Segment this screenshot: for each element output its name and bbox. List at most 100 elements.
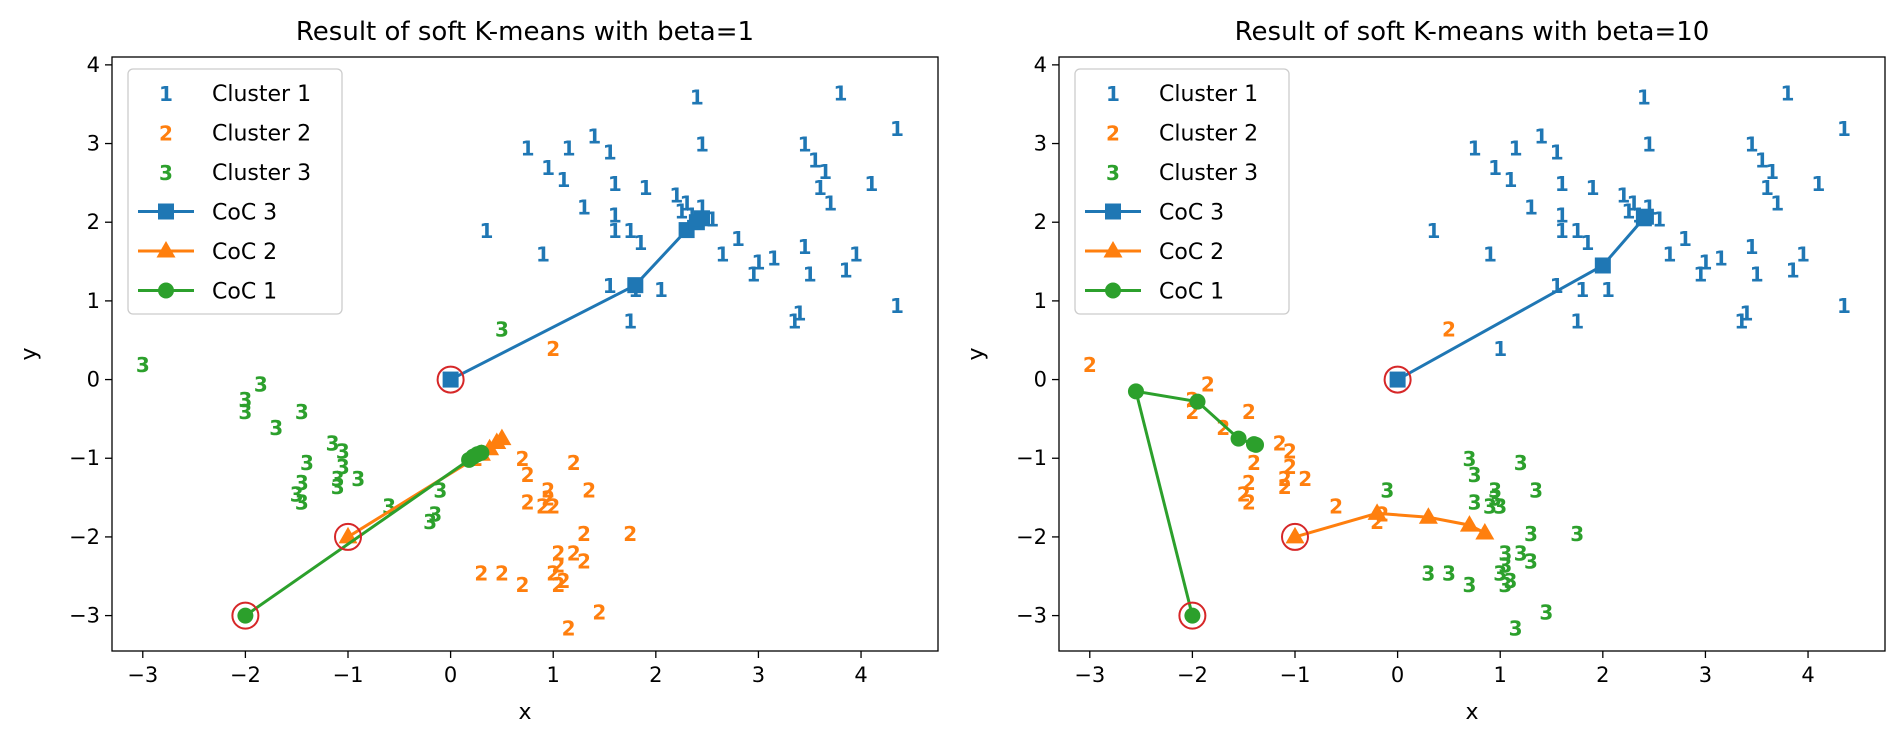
cluster-1-point: 1: [818, 160, 832, 184]
cluster-3-point: 3: [1483, 494, 1497, 518]
cluster-3-point: 3: [1462, 573, 1476, 597]
legend-label-cluster-2: Cluster 2: [1159, 122, 1258, 147]
cluster-1-point: 1: [1745, 133, 1759, 157]
cluster-1-point: 1: [623, 310, 637, 334]
x-tick-label: −2: [230, 663, 261, 687]
cluster-1-point: 1: [823, 192, 837, 216]
x-tick-label: −1: [333, 663, 364, 687]
cluster-1-point: 1: [731, 227, 745, 251]
coc-2-marker: [492, 428, 512, 446]
y-tick-label: 1: [87, 289, 100, 313]
cluster-2-point: 2: [546, 337, 560, 361]
cluster-1-point: 1: [813, 176, 827, 200]
y-tick-label: 3: [87, 132, 100, 156]
cluster-1-point: 1: [1652, 207, 1666, 231]
coc-2-marker: [1285, 526, 1305, 544]
cluster-1-point: 1: [1760, 176, 1774, 200]
legend-item-cluster-2: 2 Cluster 2: [159, 122, 311, 147]
legend-label-coc-1: CoC 1: [212, 280, 277, 305]
x-tick-label: 0: [1391, 663, 1404, 687]
legend-marker-coc-3: [158, 203, 174, 220]
cluster-1-point: 1: [669, 184, 683, 208]
cluster-1-point: 1: [1427, 219, 1441, 243]
legend-swatch-cluster-3: 3: [1106, 161, 1120, 185]
x-tick-label: 0: [444, 663, 457, 687]
cluster-2-point: 2: [562, 616, 576, 640]
y-axis-label: y: [17, 347, 42, 360]
cluster-3-point: 3: [1539, 601, 1553, 625]
legend-marker-coc-1: [1105, 282, 1121, 299]
x-axis-label: x: [518, 700, 531, 725]
coc-1-marker: [1189, 393, 1206, 410]
y-tick-label: 0: [1034, 368, 1047, 392]
y-tick-label: 2: [87, 210, 100, 234]
cluster-3-point: 3: [331, 467, 345, 491]
cluster-1-point: 1: [633, 231, 647, 255]
cluster-1-point: 1: [675, 199, 689, 223]
cluster-1-point: 1: [1811, 172, 1825, 196]
cluster-3-point: 3: [1504, 569, 1518, 593]
cluster-1-point: 1: [890, 117, 904, 141]
cluster-1-point: 1: [808, 148, 822, 172]
cluster-3-point: 3: [238, 388, 252, 412]
legend-item-cluster-1: 1 Cluster 1: [159, 82, 311, 107]
cluster-2-point: 2: [495, 561, 509, 585]
cluster-3-point: 3: [326, 432, 340, 456]
legend-marker-coc-1: [158, 282, 174, 299]
cluster-1-point: 1: [1678, 227, 1692, 251]
cluster-1-point: 1: [864, 172, 878, 196]
x-tick-label: 4: [1801, 663, 1814, 687]
initial-center-marker: [1383, 365, 1412, 394]
cluster-1-point: 1: [1483, 243, 1497, 267]
axes-frame: [1058, 56, 1886, 652]
cluster-1-point: 1: [541, 156, 555, 180]
x-tick-label: 2: [1596, 663, 1609, 687]
chart-title: Result of soft K-means with beta=10: [1235, 17, 1710, 47]
legend-label-cluster-1: Cluster 1: [1159, 82, 1258, 107]
coc-3-marker: [1637, 208, 1654, 225]
legend-item-cluster-2: 2 Cluster 2: [1106, 122, 1258, 147]
cluster-1-point: 1: [1786, 258, 1800, 282]
cluster-1-point: 1: [608, 219, 622, 243]
cluster-1-point: 1: [1755, 148, 1769, 172]
cluster-3-point: 3: [1529, 479, 1543, 503]
x-tick-label: −3: [1074, 663, 1105, 687]
coc-1-marker: [1248, 436, 1265, 453]
cluster-1-point: 1: [751, 251, 765, 275]
legend-marker-coc-2: [1103, 241, 1123, 258]
cluster-2-point: 2: [582, 479, 596, 503]
cluster-3-point: 3: [1524, 522, 1538, 546]
cluster-1-point: 1: [890, 294, 904, 318]
y-axis-label: y: [964, 347, 989, 360]
cluster-1-point: 1: [562, 136, 576, 160]
cluster-3-point: 3: [295, 471, 309, 495]
cluster-1-point: 1: [1493, 337, 1507, 361]
cluster-1-point: 1: [1488, 156, 1502, 180]
cluster-2-point: 2: [1298, 467, 1312, 491]
plot-1: Result of soft K-means with beta=1 −3 −2 −1…: [17, 17, 939, 725]
cluster-1-point: 1: [680, 192, 694, 216]
cluster-2-point: 2: [521, 491, 535, 515]
cluster-1-point: 1: [1580, 231, 1594, 255]
legend: 1 Cluster 1 2 Cluster 2 3 Cluster 3 CoC 3 CoC 2…: [1074, 68, 1290, 315]
legend-marker-coc-2: [156, 241, 176, 258]
cluster-2-point: 2: [1283, 439, 1297, 463]
cluster-3-point: 3: [1514, 451, 1528, 475]
cluster-3-point: 3: [238, 400, 252, 424]
cluster-2-point: 2: [1278, 475, 1292, 499]
legend-frame: [1074, 68, 1290, 315]
legend-item-coc-2: CoC 2: [1085, 240, 1224, 265]
cluster-1-point: 1: [557, 168, 571, 192]
cluster-1-point: 1: [480, 219, 494, 243]
legend-label-cluster-1: Cluster 1: [212, 82, 311, 107]
coc-2-marker: [1418, 507, 1438, 524]
legend-swatch-cluster-2: 2: [1106, 122, 1120, 146]
legend-label-cluster-2: Cluster 2: [212, 122, 311, 147]
cluster-1-point: 1: [1637, 85, 1651, 109]
cluster-2-point: 2: [1242, 471, 1256, 495]
coc-2-marker: [1475, 522, 1495, 540]
cluster-3-point: 3: [1421, 561, 1435, 585]
cluster-1-point: 1: [839, 258, 853, 282]
cluster-1-point: 1: [521, 136, 535, 160]
